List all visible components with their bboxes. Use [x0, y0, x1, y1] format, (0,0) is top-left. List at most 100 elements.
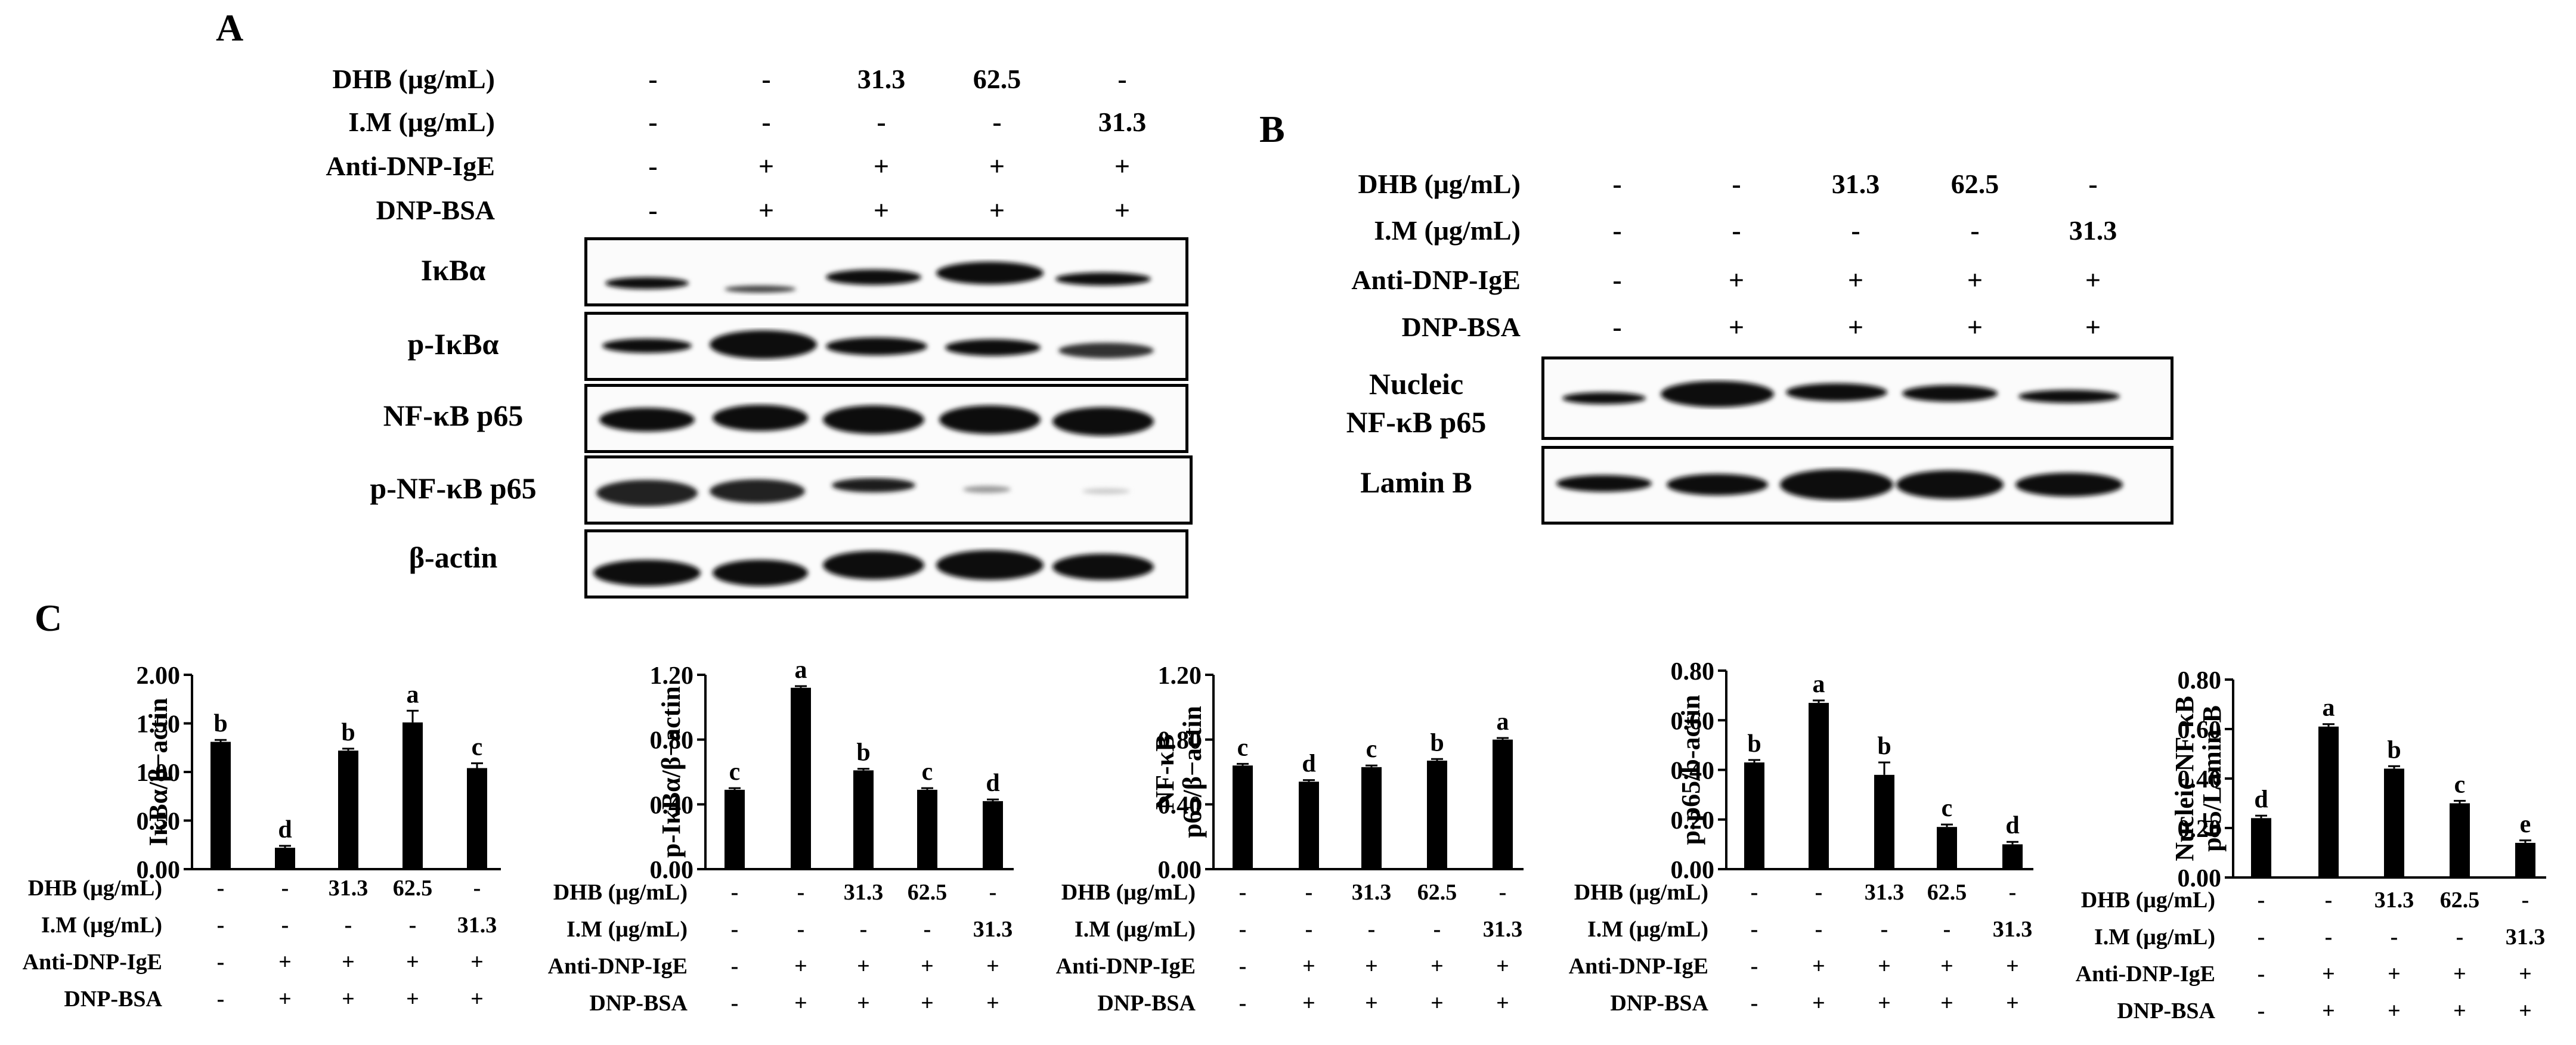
panel-b-cond-value: 62.5: [1950, 169, 1999, 199]
significance-letter: c: [2454, 771, 2466, 798]
panel-a-cond-value: -: [648, 195, 658, 225]
chart-cond-value: +: [2453, 999, 2466, 1024]
bar: [853, 770, 874, 869]
panel-b-cond-value: +: [2085, 312, 2101, 342]
chart-cond-value: +: [1302, 991, 1315, 1016]
chart-cond-value: -: [1943, 917, 1951, 942]
chart-cond-value: +: [1496, 991, 1509, 1016]
y-tick-label: 0.20: [1671, 807, 1715, 835]
chart-cond-value: +: [342, 987, 355, 1012]
chart-cond-value: +: [1878, 954, 1891, 979]
y-tick-label: 0.40: [1158, 792, 1202, 819]
chart-cond-label: Anti-DNP-IgE: [548, 954, 688, 979]
chart-cond-value: 31.3: [1483, 917, 1523, 942]
chart-cond-value: -: [1239, 954, 1247, 979]
chart-cond-value: -: [2258, 999, 2265, 1024]
y-tick-label: 0.80: [1671, 658, 1715, 686]
chart-cond-value: +: [1365, 991, 1378, 1016]
significance-letter: a: [1497, 708, 1509, 736]
chart-cond-value: -: [731, 880, 739, 905]
chart-cond-value: +: [921, 991, 934, 1016]
bar: [2515, 842, 2535, 877]
chart-cond-value: -: [1368, 917, 1376, 942]
bar: [1744, 762, 1764, 869]
significance-letter: b: [1747, 730, 1761, 758]
chart-cond-value: -: [2258, 962, 2265, 987]
chart-cond-value: +: [857, 991, 870, 1016]
chart-cond-value: -: [1815, 880, 1823, 905]
chart-cond-value: -: [473, 876, 481, 901]
bar: [2251, 818, 2271, 877]
panel-b-cond-value: -: [1851, 215, 1860, 246]
chart-cond-value: +: [986, 954, 999, 979]
significance-letter: b: [1877, 733, 1891, 760]
chart-cond-value: 31.3: [457, 913, 497, 938]
chart-cond-value: -: [1751, 991, 1758, 1016]
bar: [1809, 703, 1829, 869]
significance-letter: c: [472, 733, 483, 761]
chart-cond-value: -: [1239, 991, 1247, 1016]
chart-cond-value: -: [217, 876, 225, 901]
bar: [338, 751, 358, 869]
chart-cond-value: 62.5: [2440, 888, 2480, 913]
chart-cond-value: -: [2258, 925, 2265, 950]
blot-label-lamin-b: Lamin B: [1360, 466, 1472, 499]
chart-cond-value: -: [1815, 917, 1823, 942]
significance-letter: b: [213, 710, 227, 737]
chart-cond-value: +: [857, 954, 870, 979]
chart-cond-value: +: [1812, 991, 1825, 1016]
chart-cond-value: +: [470, 987, 484, 1012]
y-tick-label: 0.00: [1158, 857, 1202, 884]
panel-a-cond-value: -: [992, 107, 1002, 137]
panel-a-cond-value: +: [758, 151, 775, 181]
blot-label-p-ikba: p-IκBα: [407, 327, 499, 361]
panel-a-cond-value: +: [989, 151, 1005, 181]
bar: [1493, 739, 1513, 869]
bar: [2002, 844, 2023, 869]
bar: [2318, 726, 2339, 877]
y-tick-label: 0.60: [2178, 717, 2222, 744]
y-tick-label: 1.00: [137, 759, 181, 787]
blot-label-b-actin: β-actin: [408, 541, 498, 574]
y-tick-label: 0.40: [650, 792, 694, 819]
chart-cond-value: +: [2453, 962, 2466, 987]
y-tick-label: 1.50: [137, 711, 181, 739]
chart-cond-value: 62.5: [393, 876, 433, 901]
chart-cond-value: 31.3: [973, 917, 1013, 942]
cond-label-dnp-bsa-b: DNP-BSA: [1401, 312, 1521, 342]
chart-cond-value: +: [2519, 962, 2532, 987]
significance-letter: b: [341, 719, 355, 746]
chart-cond-label: DNP-BSA: [1610, 991, 1708, 1016]
chart-cond-value: -: [731, 917, 739, 942]
chart-cond-value: -: [1751, 917, 1758, 942]
y-tick-label: 0.00: [137, 857, 181, 884]
panel-a-cond-value: +: [989, 195, 1005, 225]
chart-cond-value: -: [797, 880, 805, 905]
cond-label-im-b: I.M (μg/mL): [1374, 215, 1521, 246]
chart-cond-value: -: [217, 950, 225, 975]
bar: [1874, 774, 1894, 869]
chart-cond-value: +: [1302, 954, 1315, 979]
chart-cond-value: +: [2006, 991, 2019, 1016]
blot-label-nucleic-text: Nucleic NF-κB p65: [1346, 367, 1487, 439]
y-tick-label: 0.00: [2178, 865, 2222, 892]
chart-cond-value: 31.3: [1352, 880, 1392, 905]
chart-cond-value: +: [1496, 954, 1509, 979]
chart-cond-value: -: [860, 917, 868, 942]
chart-cond-value: 31.3: [2506, 925, 2546, 950]
panel-a-cond-value: 31.3: [857, 64, 906, 94]
panel-label-a: A: [216, 7, 244, 49]
y-tick-label: 0.20: [2178, 815, 2222, 843]
chart-cond-value: +: [2006, 954, 2019, 979]
bar: [917, 789, 937, 869]
chart-cond-value: +: [278, 950, 292, 975]
cond-label-anti-dnp-ige-b: Anti-DNP-IgE: [1351, 265, 1521, 295]
chart-cond-value: -: [2391, 925, 2398, 950]
chart-cond-value: -: [989, 880, 997, 905]
blot-lamin-b: [1541, 446, 2174, 525]
significance-letter: d: [2005, 812, 2019, 839]
chart-cond-value: -: [731, 954, 739, 979]
chart-cond-value: +: [278, 987, 292, 1012]
y-tick-label: 0.80: [650, 727, 694, 755]
chart-cond-value: -: [797, 917, 805, 942]
